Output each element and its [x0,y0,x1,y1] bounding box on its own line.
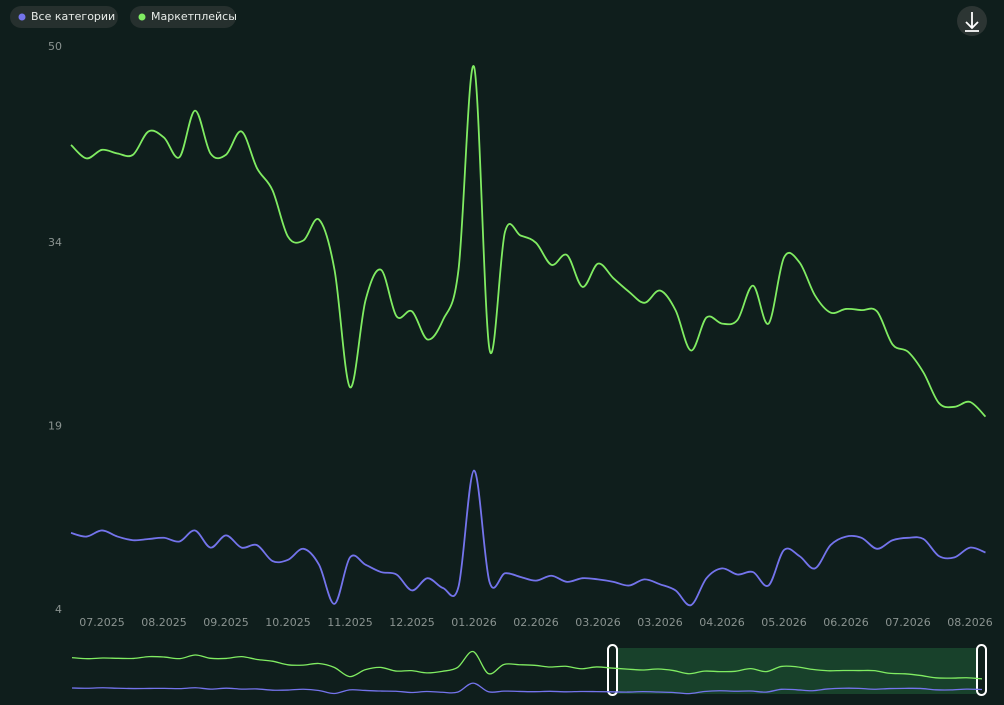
x-tick-label: 10.2025 [265,616,311,629]
x-tick-label: 08.2025 [141,616,187,629]
navigator-handle[interactable] [976,644,987,696]
x-tick-label: 07.2025 [79,616,125,629]
y-tick-label: 34 [48,236,62,249]
x-tick-label: 11.2025 [327,616,373,629]
download-button[interactable] [957,6,987,36]
x-tick-label: 09.2025 [203,616,249,629]
download-icon [965,12,979,32]
legend-pill [130,6,236,28]
legend-pill [10,6,118,28]
series-line [70,469,986,607]
x-tick-label: 03.2026 [575,616,621,629]
x-tick-label: 03.2026 [637,616,683,629]
x-tick-label: 07.2026 [885,616,931,629]
legend-label: Все категории [31,10,115,23]
x-tick-label: 06.2026 [823,616,869,629]
navigator-line [71,682,983,695]
x-tick-label: 12.2025 [389,616,435,629]
y-tick-label: 50 [48,40,62,53]
legend-item[interactable]: Маркетплейсы [130,6,237,28]
x-tick-label: 01.2026 [451,616,497,629]
y-tick-label: 4 [55,603,62,616]
legend-dot [138,13,146,21]
navigator-window[interactable] [612,648,982,694]
series-line [70,65,987,418]
navigator-line [71,650,983,680]
x-tick-label: 08.2026 [947,616,993,629]
legend-item[interactable]: Все категории [10,6,118,28]
y-tick-label: 19 [48,419,62,432]
x-tick-label: 02.2026 [513,616,559,629]
legend-label: Маркетплейсы [151,10,237,23]
legend-dot [18,13,26,21]
navigator-handle[interactable] [607,644,618,696]
x-tick-label: 05.2026 [761,616,807,629]
x-tick-label: 04.2026 [699,616,745,629]
legend: Все категории Маркетплейсы [10,6,237,28]
